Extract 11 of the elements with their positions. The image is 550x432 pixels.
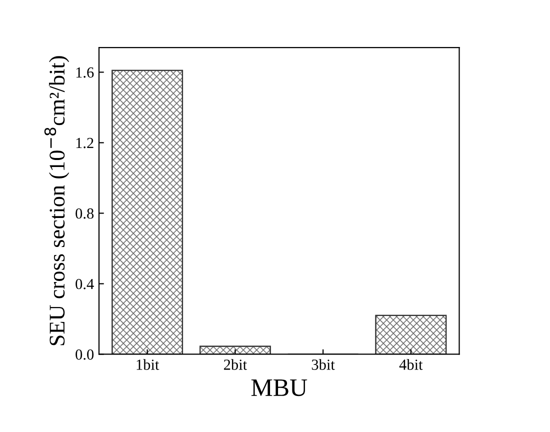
y-tick-label: 0.4 <box>76 278 94 290</box>
y-tick-label: 0.8 <box>76 208 94 219</box>
x-tick-label: 4bit <box>399 359 423 370</box>
y-tick-label: 1.2 <box>76 138 94 148</box>
x-tick-label: 1bit <box>136 359 160 370</box>
y-axis-title: SEU cross section (10$^{−8}$cm²/bit) <box>44 56 70 346</box>
y-tick-label: 1.6 <box>76 67 94 78</box>
x-axis-title: MBU <box>251 379 308 396</box>
x-tick-label: 2bit <box>224 359 247 370</box>
x-tick-label: 3bit <box>312 359 335 370</box>
y-tick-label: 0.0 <box>76 349 94 360</box>
